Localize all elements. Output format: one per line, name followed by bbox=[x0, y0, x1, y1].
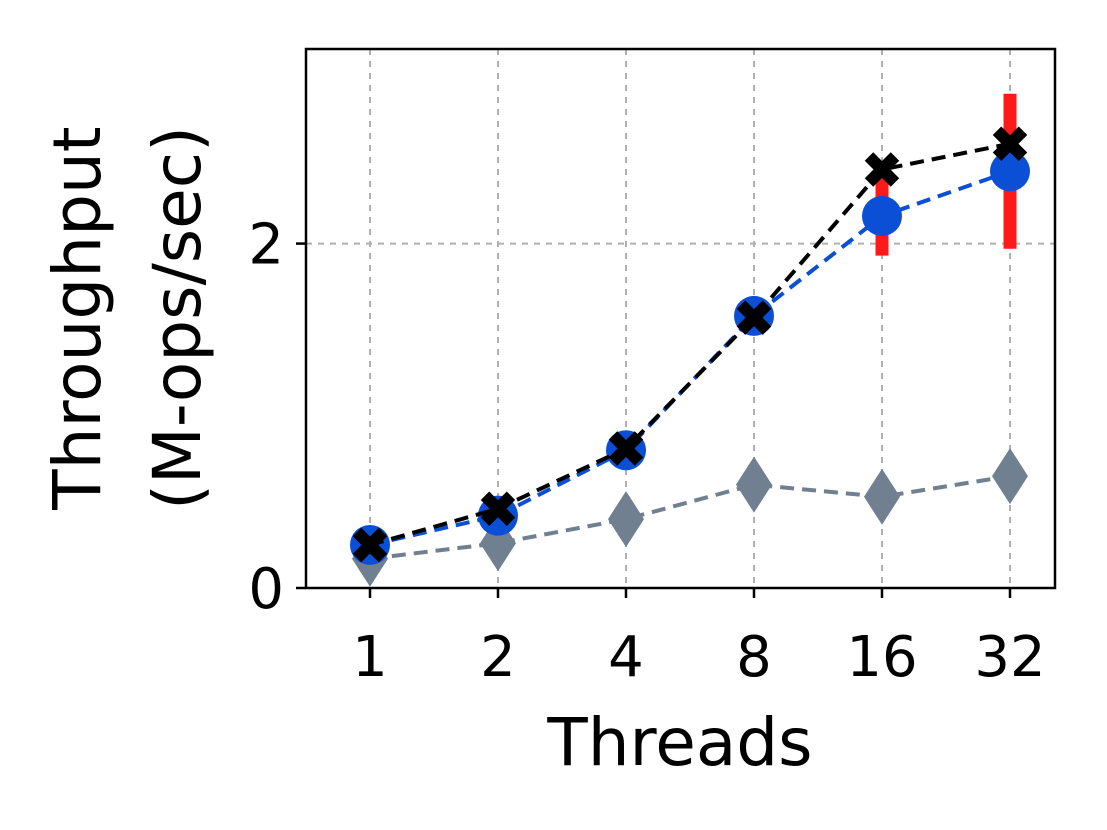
series-line bbox=[369, 474, 1011, 561]
circle-marker bbox=[862, 196, 902, 237]
x-marker bbox=[864, 152, 900, 187]
y-axis-title: Throughput (M-ops/sec) bbox=[39, 126, 216, 511]
y-axis-title-line-1: Throughput bbox=[39, 126, 116, 510]
x-marker bbox=[736, 300, 772, 335]
diamond-marker bbox=[608, 491, 644, 548]
diamond-marker bbox=[992, 448, 1028, 505]
x-marker bbox=[480, 491, 516, 527]
axis-ticks: 1 2 4 8 16 32 0 2 bbox=[248, 213, 1045, 690]
x-marker bbox=[608, 431, 644, 466]
grid-lines bbox=[306, 49, 1055, 588]
diamond-marker bbox=[864, 468, 900, 525]
x-marker bbox=[352, 527, 388, 563]
x-tick-label: 1 bbox=[352, 625, 388, 690]
x-tick-label: 32 bbox=[974, 625, 1045, 690]
x-tick-label: 2 bbox=[480, 625, 516, 690]
data-series bbox=[350, 126, 1030, 587]
y-axis-title-line-2: (M-ops/sec) bbox=[139, 126, 216, 510]
plot-frame bbox=[304, 47, 1057, 590]
x-marker bbox=[992, 126, 1028, 161]
x-axis-title: Threads bbox=[546, 704, 812, 781]
series-line bbox=[369, 141, 1011, 547]
y-tick-label: 2 bbox=[248, 213, 284, 278]
x-tick-label: 16 bbox=[846, 625, 917, 690]
series-line bbox=[369, 169, 1011, 547]
x-tick-label: 4 bbox=[608, 625, 644, 690]
circle-marker bbox=[990, 151, 1030, 192]
diamond-marker bbox=[736, 456, 772, 513]
x-tick-label: 8 bbox=[736, 625, 772, 690]
y-tick-label: 0 bbox=[248, 557, 284, 622]
